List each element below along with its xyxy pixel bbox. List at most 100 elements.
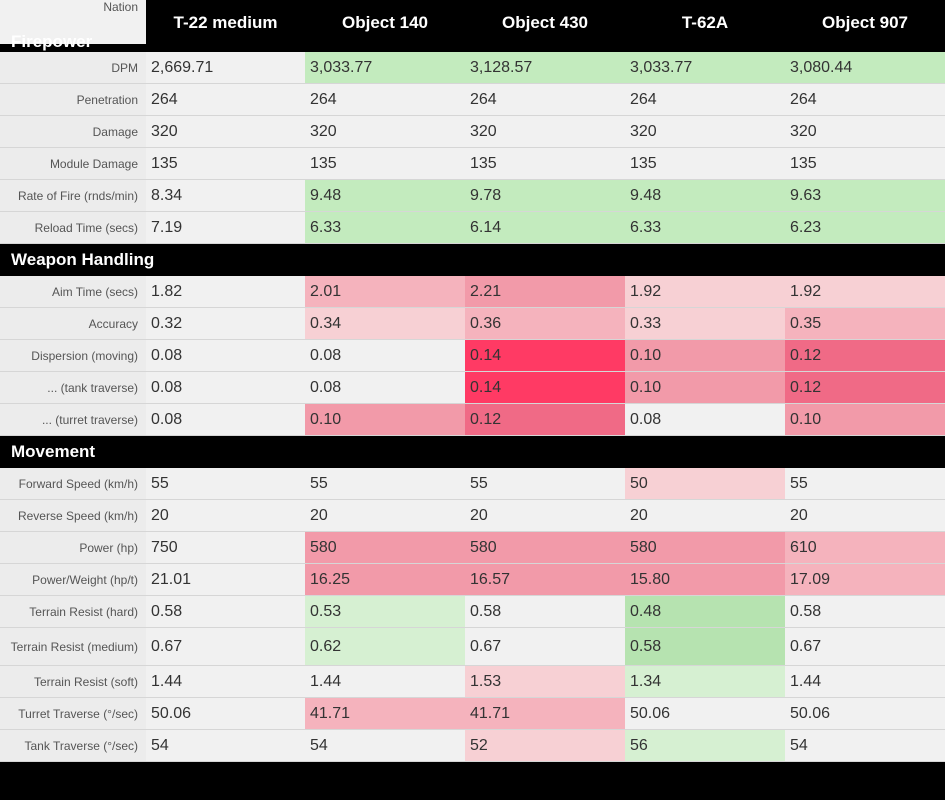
row-label: Penetration — [0, 84, 146, 115]
value-cell: 0.33 — [625, 308, 785, 339]
value-cell: 610 — [785, 532, 945, 563]
value-cell: 3,033.77 — [305, 52, 465, 83]
table-header: Nation T-22 medium Object 140 Object 430… — [0, 0, 945, 44]
value-cell: 20 — [785, 500, 945, 531]
value-cell: 1.44 — [785, 666, 945, 697]
value-cell: 580 — [625, 532, 785, 563]
row-label: DPM — [0, 52, 146, 83]
value-cell: 55 — [785, 468, 945, 499]
table-row: Module Damage 135 135 135 135 135 — [0, 148, 945, 180]
value-cell: 8.34 — [146, 180, 305, 211]
value-cell: 0.08 — [146, 404, 305, 435]
value-cell: 0.08 — [625, 404, 785, 435]
value-cell: 50.06 — [625, 698, 785, 729]
table-row: Rate of Fire (rnds/min) 8.34 9.48 9.78 9.48 9… — [0, 180, 945, 212]
value-cell: 55 — [465, 468, 625, 499]
row-label: Reload Time (secs) — [0, 212, 146, 243]
vehicle-header-1[interactable]: T-22 medium — [173, 13, 278, 32]
table-row: Reload Time (secs) 7.19 6.33 6.14 6.33 6.23 — [0, 212, 945, 244]
value-cell: 0.67 — [146, 628, 305, 665]
value-cell: 0.58 — [146, 596, 305, 627]
value-cell: 0.67 — [785, 628, 945, 665]
vehicle-header-5[interactable]: Object 907 — [822, 13, 908, 32]
table-row: Dispersion (moving) 0.08 0.08 0.14 0.10 0.12 — [0, 340, 945, 372]
value-cell: 0.14 — [465, 372, 625, 403]
value-cell: 0.08 — [305, 372, 465, 403]
value-cell: 0.12 — [785, 340, 945, 371]
table-row: Penetration 264 264 264 264 264 — [0, 84, 945, 116]
value-cell: 6.33 — [625, 212, 785, 243]
value-cell: 54 — [305, 730, 465, 761]
table-row: Tank Traverse (°/sec) 54 54 52 56 54 — [0, 730, 945, 762]
table-row: Terrain Resist (soft) 1.44 1.44 1.53 1.34 1.4… — [0, 666, 945, 698]
vehicle-header-4[interactable]: T-62A — [681, 13, 729, 32]
row-label: Module Damage — [0, 148, 146, 179]
value-cell: 52 — [465, 730, 625, 761]
table-row: Terrain Resist (hard) 0.58 0.53 0.58 0.48 0.5… — [0, 596, 945, 628]
value-cell: 0.58 — [625, 628, 785, 665]
value-cell: 20 — [465, 500, 625, 531]
value-cell: 0.53 — [305, 596, 465, 627]
value-cell: 0.32 — [146, 308, 305, 339]
row-label: Aim Time (secs) — [0, 276, 146, 307]
value-cell: 0.35 — [785, 308, 945, 339]
section-title: Movement — [0, 436, 945, 468]
value-cell: 2.21 — [465, 276, 625, 307]
value-cell: 55 — [146, 468, 305, 499]
value-cell: 135 — [465, 148, 625, 179]
value-cell: 264 — [465, 84, 625, 115]
value-cell: 3,080.44 — [785, 52, 945, 83]
value-cell: 21.01 — [146, 564, 305, 595]
table-row: Aim Time (secs) 1.82 2.01 2.21 1.92 1.92 — [0, 276, 945, 308]
value-cell: 0.48 — [625, 596, 785, 627]
value-cell: 0.58 — [465, 596, 625, 627]
table-row: DPM 2,669.71 3,033.77 3,128.57 3,033.77 3,080… — [0, 52, 945, 84]
table-row: Terrain Resist (medium) 0.67 0.62 0.67 0.58 0… — [0, 628, 945, 666]
row-label: ... (tank traverse) — [0, 372, 146, 403]
row-label: Power (hp) — [0, 532, 146, 563]
value-cell: 6.23 — [785, 212, 945, 243]
value-cell: 41.71 — [305, 698, 465, 729]
value-cell: 2,669.71 — [146, 52, 305, 83]
value-cell: 16.57 — [465, 564, 625, 595]
value-cell: 1.53 — [465, 666, 625, 697]
row-label: Terrain Resist (medium) — [0, 628, 146, 665]
value-cell: 1.82 — [146, 276, 305, 307]
table-row: Accuracy 0.32 0.34 0.36 0.33 0.35 — [0, 308, 945, 340]
value-cell: 0.36 — [465, 308, 625, 339]
section-title: Weapon Handling — [0, 244, 945, 276]
value-cell: 320 — [146, 116, 305, 147]
value-cell: 0.10 — [785, 404, 945, 435]
value-cell: 20 — [146, 500, 305, 531]
value-cell: 3,033.77 — [625, 52, 785, 83]
table-row: Damage 320 320 320 320 320 — [0, 116, 945, 148]
value-cell: 1.92 — [625, 276, 785, 307]
table-row: Forward Speed (km/h) 55 55 55 50 55 — [0, 468, 945, 500]
value-cell: 0.10 — [625, 372, 785, 403]
table-body: FirepowerDPM2,669.713,033.773,128.573,03… — [0, 32, 945, 762]
row-label: Terrain Resist (hard) — [0, 596, 146, 627]
value-cell: 20 — [625, 500, 785, 531]
value-cell: 0.10 — [625, 340, 785, 371]
value-cell: 50.06 — [146, 698, 305, 729]
value-cell: 41.71 — [465, 698, 625, 729]
value-cell: 135 — [625, 148, 785, 179]
value-cell: 9.78 — [465, 180, 625, 211]
row-label: Tank Traverse (°/sec) — [0, 730, 146, 761]
row-label: Forward Speed (km/h) — [0, 468, 146, 499]
vehicle-header-2[interactable]: Object 140 — [342, 13, 428, 32]
value-cell: 264 — [625, 84, 785, 115]
value-cell: 17.09 — [785, 564, 945, 595]
value-cell: 54 — [146, 730, 305, 761]
row-label: Damage — [0, 116, 146, 147]
value-cell: 1.34 — [625, 666, 785, 697]
table-row: ... (tank traverse) 0.08 0.08 0.14 0.10 0.12 — [0, 372, 945, 404]
value-cell: 0.58 — [785, 596, 945, 627]
value-cell: 7.19 — [146, 212, 305, 243]
value-cell: 55 — [305, 468, 465, 499]
value-cell: 16.25 — [305, 564, 465, 595]
row-label: Turret Traverse (°/sec) — [0, 698, 146, 729]
comparison-table: Nation T-22 medium Object 140 Object 430… — [0, 0, 945, 762]
section-title: Firepower — [0, 32, 945, 52]
vehicle-header-3[interactable]: Object 430 — [502, 13, 588, 32]
